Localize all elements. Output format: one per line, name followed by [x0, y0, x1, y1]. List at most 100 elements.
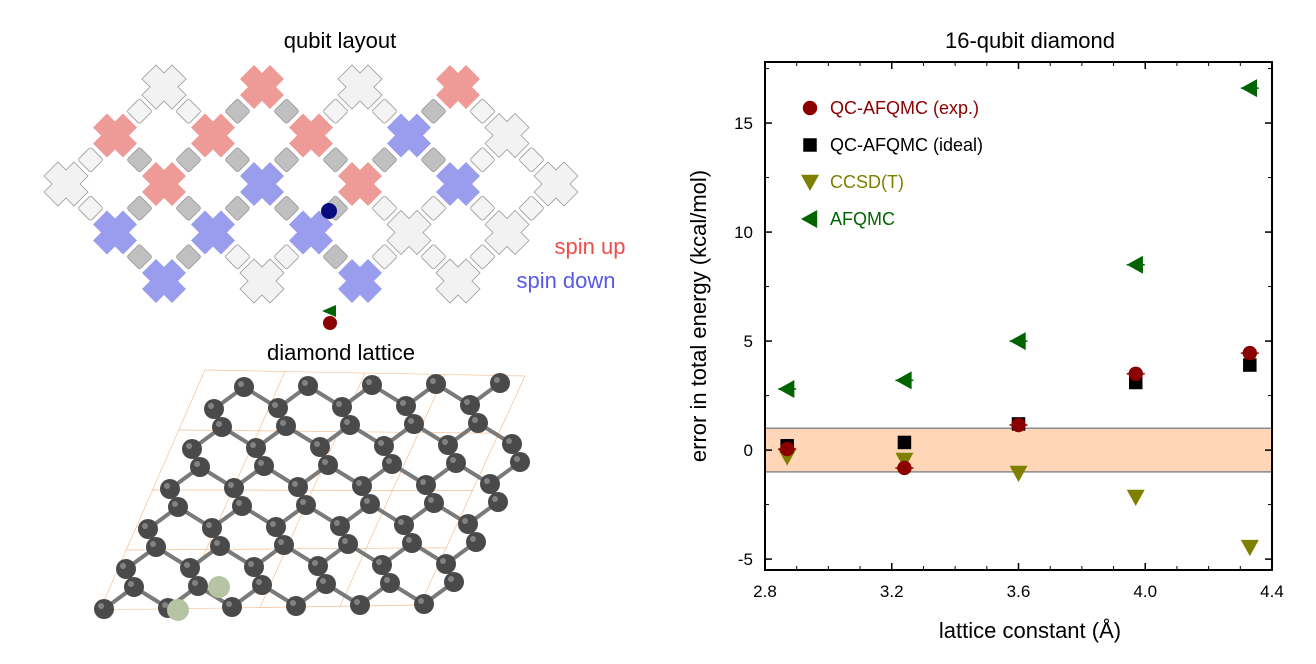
atom-highlight [250, 442, 256, 448]
coupler [470, 244, 495, 270]
atom [394, 515, 414, 535]
atom [436, 554, 456, 574]
coupler [127, 147, 152, 173]
atom-highlight [334, 520, 340, 526]
atom-highlight [292, 481, 298, 487]
qubit [289, 113, 333, 158]
atom-highlight [464, 399, 470, 405]
atom-highlight [258, 460, 264, 466]
atom-highlight [448, 576, 454, 582]
atom-highlight [344, 419, 350, 425]
qc-afqmc-marker-icon [323, 316, 337, 330]
atom-highlight [418, 598, 424, 604]
coupler [519, 147, 544, 173]
atom-highlight [320, 578, 326, 584]
y-tick-label: 15 [734, 114, 753, 133]
atom-highlight [506, 438, 512, 444]
atom-highlight [238, 381, 244, 387]
atom-highlight [364, 498, 370, 504]
atom-highlight [342, 538, 348, 544]
coupler [421, 195, 446, 221]
atom [402, 533, 422, 553]
atom-highlight [336, 401, 342, 407]
atom [288, 477, 308, 497]
atom [480, 474, 500, 494]
atom-highlight [354, 599, 360, 605]
qubit [142, 259, 186, 303]
afqmc-marker-icon [322, 305, 336, 317]
atom-highlight [290, 600, 296, 606]
atom-highlight [280, 420, 286, 426]
y-tick-label: 10 [734, 223, 753, 242]
atom-highlight [248, 561, 254, 567]
atom [244, 557, 264, 577]
atom [234, 377, 254, 397]
coupler [176, 98, 201, 124]
legend-entry: QC-AFQMC (ideal) [830, 135, 983, 155]
coupler [323, 98, 348, 124]
atom-highlight [172, 501, 178, 507]
coupler [470, 195, 495, 221]
spin-up-label: spin up [555, 234, 626, 259]
atom-highlight [184, 562, 190, 568]
atom-highlight [400, 400, 406, 406]
coupler [274, 244, 299, 270]
atom-highlight [226, 601, 232, 607]
atom [490, 373, 510, 393]
coupler [323, 244, 348, 270]
atom-highlight [494, 377, 500, 383]
legend-marker-square [803, 138, 817, 152]
coupler [470, 147, 495, 173]
atom-highlight [314, 441, 320, 447]
atom-highlight [162, 602, 168, 608]
atom-highlight [378, 440, 384, 446]
coupler [421, 244, 446, 270]
coupler [274, 195, 299, 221]
data-point-square [897, 435, 912, 450]
atom [308, 556, 328, 576]
data-point-triangle-left [1126, 255, 1143, 274]
coupler [127, 98, 152, 124]
atom-highlight [256, 579, 262, 585]
data-point-triangle-left [778, 380, 795, 399]
data-point-circle [779, 441, 795, 457]
coupler [225, 244, 250, 270]
coupler [225, 195, 250, 221]
atom-highlight [514, 456, 520, 462]
atom [360, 494, 380, 514]
coupler [176, 147, 201, 173]
coupler [127, 244, 152, 270]
qubit [142, 162, 186, 206]
legend-entry: QC-AFQMC (exp.) [830, 98, 979, 118]
atom-highlight [384, 577, 390, 583]
atom-highlight [208, 403, 214, 409]
atom-highlight [272, 402, 278, 408]
atom [404, 414, 424, 434]
qubit [239, 258, 285, 304]
atom [254, 456, 274, 476]
atom [94, 599, 114, 619]
coupler [372, 244, 397, 270]
coupler [323, 147, 348, 173]
atom-highlight [150, 541, 156, 547]
atom-highlight [428, 497, 434, 503]
atom [416, 475, 436, 495]
qubit [43, 161, 89, 207]
atom [266, 517, 286, 537]
cell-edge [204, 369, 526, 377]
x-tick-label: 3.6 [1007, 582, 1031, 601]
atom-highlight [192, 580, 198, 586]
atom-highlight [322, 459, 328, 465]
y-axis-label: error in total energy (kcal/mol) [686, 170, 711, 462]
x-axis-label: lattice constant (Å) [939, 618, 1121, 643]
coupler [372, 98, 397, 124]
qubit [240, 162, 284, 206]
qubit [386, 209, 432, 256]
atom [396, 396, 416, 416]
atom [274, 535, 294, 555]
atom [168, 497, 188, 517]
coupler [372, 147, 397, 173]
atom-highlight [216, 421, 222, 427]
atom [380, 573, 400, 593]
coupler [127, 195, 152, 221]
